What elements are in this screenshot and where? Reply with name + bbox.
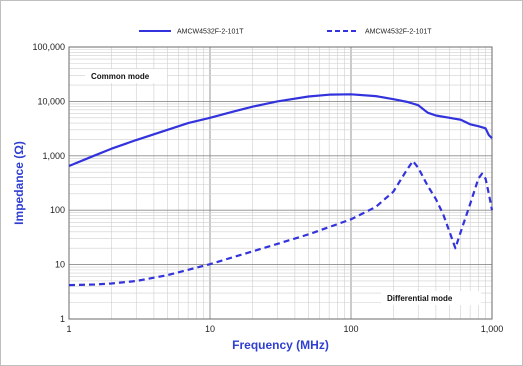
y-tick-label: 10,000: [37, 96, 65, 106]
tick-labels: 1 10 100 1,000 1 10 100 1,000 10,000 100,000: [32, 42, 503, 334]
x-tick-label: 10: [205, 324, 215, 334]
common-mode-line: [68, 93, 493, 167]
plot-border: [68, 46, 493, 320]
series-lines: [68, 93, 494, 287]
differential-mode-line: [68, 159, 494, 287]
y-tick-label: 100: [50, 205, 65, 215]
x-tick-label: 1: [66, 324, 71, 334]
y-tick-label: 1,000: [42, 151, 65, 161]
x-tick-label: 100: [343, 324, 358, 334]
grid: [68, 47, 492, 320]
x-axis-title: Frequency (MHz): [232, 338, 329, 352]
annotation-background: [85, 69, 167, 83]
x-tick-label: 1,000: [481, 324, 504, 334]
y-axis-title: Impedance (Ω): [12, 141, 26, 225]
y-tick-label: 10: [55, 260, 65, 270]
y-tick-label: 1: [60, 314, 65, 324]
plot-frame: [68, 46, 493, 320]
annotation-background: [381, 291, 481, 305]
differential-mode-annotation: Differential mode: [381, 291, 481, 305]
common-mode-annotation: Common mode: [85, 69, 167, 83]
y-tick-label: 100,000: [32, 42, 65, 52]
legend-label: AMCW4532F-2-101T: [177, 29, 244, 36]
legend-label: AMCW4532F-2-101T: [365, 29, 432, 36]
legend: AMCW4532F-2-101T AMCW4532F-2-101T: [139, 29, 432, 36]
annotation-label: Differential mode: [387, 294, 453, 303]
annotations: Common mode Differential mode: [85, 69, 481, 305]
annotation-label: Common mode: [91, 72, 150, 81]
